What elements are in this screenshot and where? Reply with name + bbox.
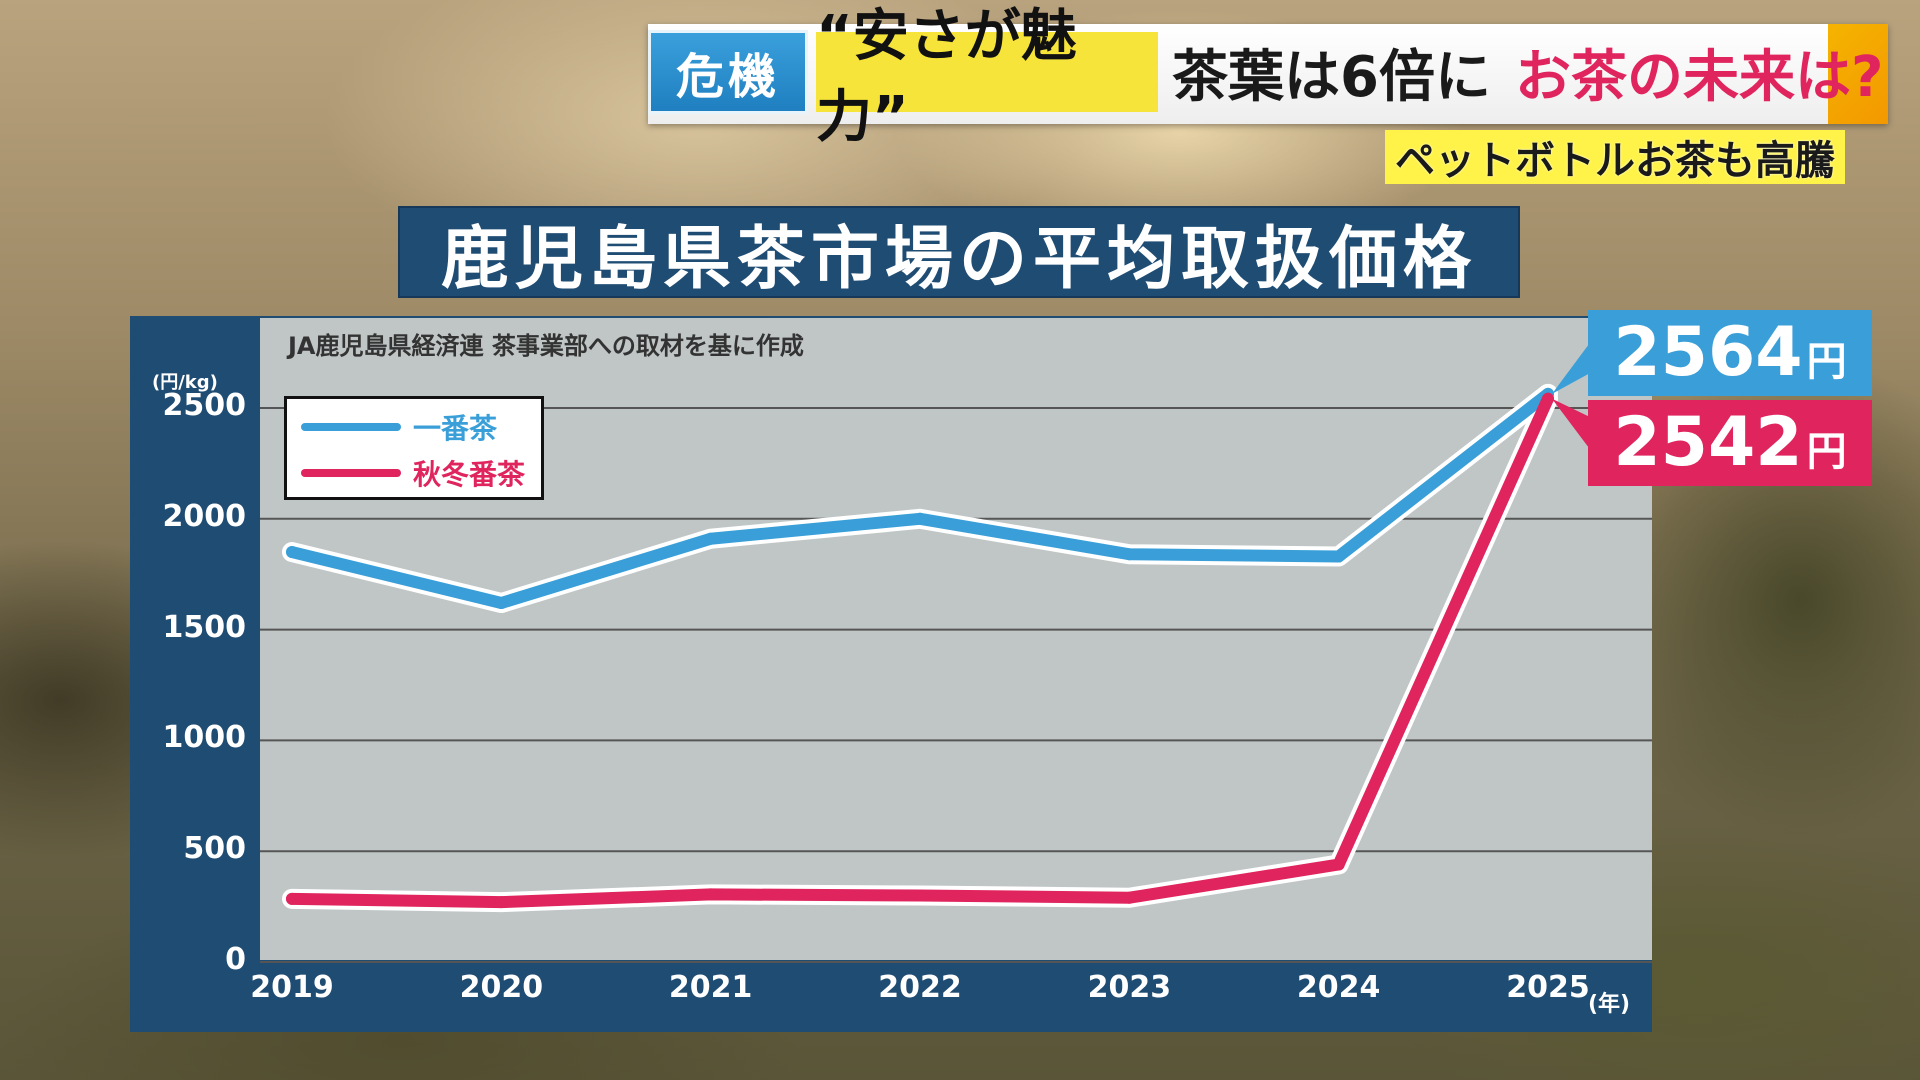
callout-pointer-autumn-tea bbox=[1552, 398, 1592, 452]
callout-first-tea-unit: 円 bbox=[1806, 339, 1847, 385]
headline-accent bbox=[1828, 24, 1888, 124]
data-point-first-tea-2022 bbox=[914, 512, 926, 525]
callout-autumn-tea-value: 2542 bbox=[1613, 403, 1803, 482]
x-tick-2024: 2024 bbox=[1296, 970, 1381, 1005]
x-tick-2020: 2020 bbox=[459, 970, 544, 1005]
chart-title: 鹿児島県茶市場の平均取扱価格 bbox=[398, 206, 1520, 299]
y-tick-500: 500 bbox=[183, 831, 246, 867]
chart-source: JA鹿児島県経済連 茶事業部への取材を基に作成 bbox=[288, 332, 804, 360]
headline-tag: 危機 bbox=[648, 30, 808, 114]
data-point-autumn-tea-2025 bbox=[1542, 392, 1554, 405]
callout-first-tea: 2564 円 bbox=[1588, 310, 1872, 396]
legend-swatch-autumn-tea bbox=[301, 469, 401, 477]
headline-question: お茶の未来は? bbox=[1515, 44, 1884, 110]
callout-autumn-tea-unit: 円 bbox=[1806, 429, 1847, 475]
data-point-first-tea-2024 bbox=[1332, 550, 1345, 563]
data-point-autumn-tea-2023 bbox=[1123, 891, 1136, 904]
legend-label-autumn-tea: 秋冬番茶 bbox=[413, 458, 526, 491]
data-point-autumn-tea-2021 bbox=[704, 888, 717, 901]
y-tick-0: 0 bbox=[225, 942, 246, 977]
y-tick-1500: 1500 bbox=[162, 609, 247, 645]
x-tick-2019: 2019 bbox=[250, 970, 334, 1005]
callout-first-tea-value: 2564 bbox=[1613, 313, 1803, 392]
headline-main: 茶葉は6倍に bbox=[1172, 44, 1491, 110]
x-axis-unit: (年) bbox=[1588, 992, 1631, 1017]
data-point-first-tea-2023 bbox=[1123, 548, 1136, 561]
y-axis-unit: (円/kg) bbox=[152, 372, 218, 393]
x-tick-2023: 2023 bbox=[1087, 970, 1172, 1005]
data-point-first-tea-2019 bbox=[286, 546, 298, 559]
x-tick-2022: 2022 bbox=[878, 970, 962, 1005]
subheadline: ペットボトルお茶も高騰 bbox=[1385, 130, 1845, 184]
legend-label-first-tea: 一番茶 bbox=[413, 412, 498, 445]
legend-item-first-tea: 一番茶 bbox=[301, 407, 497, 447]
data-point-autumn-tea-2024 bbox=[1332, 858, 1345, 871]
y-tick-1000: 1000 bbox=[162, 720, 247, 756]
legend-swatch-first-tea bbox=[301, 423, 401, 431]
data-point-autumn-tea-2020 bbox=[495, 896, 508, 909]
y-tick-2500: 2500 bbox=[162, 388, 247, 423]
data-point-autumn-tea-2022 bbox=[914, 889, 926, 902]
y-tick-2000: 2000 bbox=[162, 498, 247, 534]
legend: 一番茶 秋冬番茶 bbox=[284, 396, 544, 500]
data-point-first-tea-2020 bbox=[495, 597, 508, 610]
x-tick-2025: 2025 bbox=[1506, 970, 1590, 1005]
x-tick-2021: 2021 bbox=[668, 970, 753, 1005]
callout-pointer-first-tea bbox=[1552, 340, 1592, 394]
callout-autumn-tea: 2542 円 bbox=[1588, 400, 1872, 486]
data-point-autumn-tea-2019 bbox=[286, 892, 298, 905]
data-point-first-tea-2021 bbox=[704, 532, 717, 545]
legend-item-autumn-tea: 秋冬番茶 bbox=[301, 453, 525, 493]
